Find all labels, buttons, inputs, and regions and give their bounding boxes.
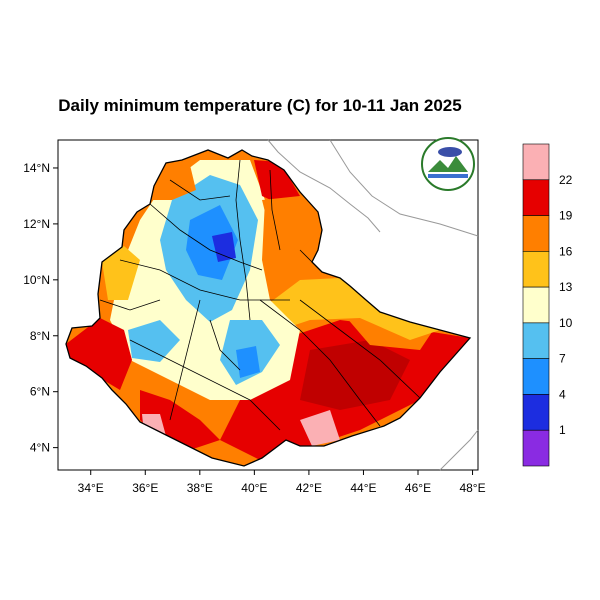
map-title: Daily minimum temperature (C) for 10-11 … xyxy=(58,96,462,115)
ethiopian-meteorology-institute-logo xyxy=(421,137,475,191)
colorbar-label: 4 xyxy=(559,387,566,401)
lon-tick-label: 34°E xyxy=(78,481,104,495)
colorbar-label: 22 xyxy=(559,173,573,187)
colorbar-swatch xyxy=(522,179,550,216)
lat-tick-label: 6°N xyxy=(30,385,50,399)
colorbar-swatch xyxy=(522,215,550,252)
colorbar-swatch xyxy=(522,358,550,395)
lon-tick-label: 36°E xyxy=(132,481,158,495)
colorbar-label: 13 xyxy=(559,280,573,294)
colorbar: 22 19 16 13 10 7 4 1 xyxy=(522,143,573,467)
lon-tick-label: 48°E xyxy=(459,481,485,495)
lon-tick-label: 46°E xyxy=(405,481,431,495)
colorbar-swatch xyxy=(522,143,550,181)
lon-tick-label: 38°E xyxy=(187,481,213,495)
colorbar-label: 10 xyxy=(559,316,573,330)
lon-tick-label: 44°E xyxy=(350,481,376,495)
longitude-axis: 34°E 36°E 38°E 40°E 42°E 44°E 46°E 48°E xyxy=(78,470,486,495)
colorbar-label: 16 xyxy=(559,244,573,258)
colorbar-swatch xyxy=(522,322,550,359)
neighbor-borders xyxy=(267,139,479,471)
colorbar-swatch xyxy=(522,286,550,324)
lon-tick-label: 40°E xyxy=(241,481,267,495)
colorbar-label: 19 xyxy=(559,209,573,223)
colorbar-swatch xyxy=(522,394,550,431)
latitude-axis: 14°N 12°N 10°N 8°N 6°N 4°N xyxy=(23,161,58,455)
lat-tick-label: 14°N xyxy=(23,161,50,175)
colorbar-label: 1 xyxy=(559,423,566,437)
lat-tick-label: 4°N xyxy=(30,441,50,455)
ethiopia-outline xyxy=(65,149,472,467)
colorbar-label: 7 xyxy=(559,352,566,366)
lat-tick-label: 8°N xyxy=(30,329,50,343)
lat-tick-label: 10°N xyxy=(23,273,50,287)
colorbar-swatch xyxy=(522,429,550,467)
colorbar-swatch xyxy=(522,251,550,288)
lat-tick-label: 12°N xyxy=(23,217,50,231)
lon-tick-label: 42°E xyxy=(296,481,322,495)
